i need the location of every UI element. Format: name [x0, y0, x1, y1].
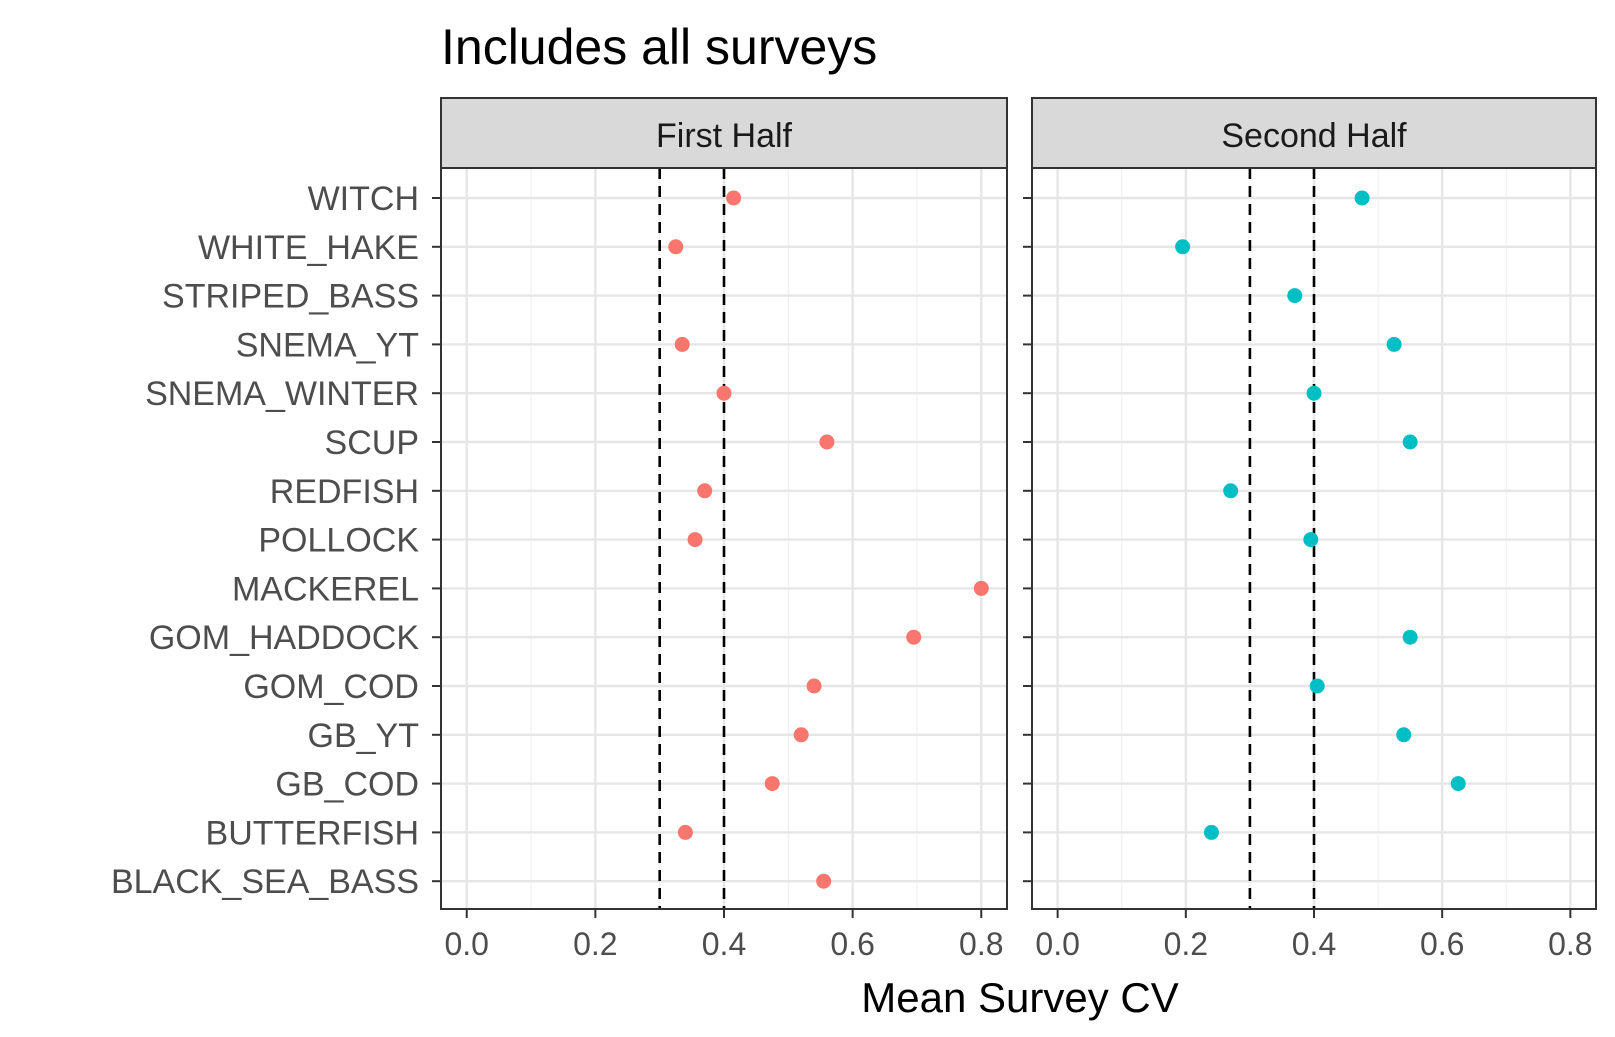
panel-second-half: Second Half 0.0 0.2 0.4 0.6 0.8 [1023, 97, 1597, 962]
point-gom-haddock [1402, 629, 1418, 645]
x-tick-label: 0.0 [444, 926, 488, 962]
facet-panels: First Half 0.0 0.2 0.4 0.6 0.8 Second Half 0.0 0… [432, 97, 1597, 962]
panel-first-half: First Half 0.0 0.2 0.4 0.6 0.8 [432, 97, 1008, 962]
point-redfish [1223, 483, 1239, 499]
y-tick-label: SNEMA_WINTER [145, 375, 419, 413]
point-mackerel [973, 580, 989, 596]
x-axis-title: Mean Survey CV [861, 974, 1178, 1021]
x-tick-label: 0.6 [830, 926, 874, 962]
y-tick-label: BUTTERFISH [206, 814, 419, 852]
y-tick-label: REDFISH [270, 473, 419, 511]
x-tick-label: 0.6 [1420, 926, 1464, 962]
point-redfish [697, 483, 713, 499]
x-tick-label: 0.0 [1035, 926, 1079, 962]
facet-strip [440, 97, 1008, 169]
point-gb-cod [764, 776, 780, 792]
facet-strip-label: First Half [656, 117, 793, 155]
point-butterfish [677, 824, 693, 840]
y-tick-label: WHITE_HAKE [198, 229, 419, 267]
chart-title: Includes all surveys [441, 19, 877, 75]
point-scup [1402, 434, 1418, 450]
point-witch [726, 190, 742, 206]
y-tick-label: GB_COD [275, 766, 419, 804]
point-pollock [1303, 532, 1319, 548]
y-tick-label: GB_YT [308, 717, 419, 755]
y-tick-label: STRIPED_BASS [162, 278, 419, 316]
x-tick-label: 0.8 [959, 926, 1003, 962]
x-tick-label: 0.2 [1164, 926, 1208, 962]
y-tick-label: SNEMA_YT [236, 326, 419, 364]
y-tick-label: MACKEREL [232, 570, 419, 608]
y-tick-label: BLACK_SEA_BASS [111, 863, 419, 901]
y-tick-label: SCUP [325, 424, 419, 462]
facet-strip-label: Second Half [1221, 117, 1407, 155]
point-snema-yt [674, 336, 690, 352]
point-gom-cod [1309, 678, 1325, 694]
y-tick-label: GOM_HADDOCK [149, 619, 419, 657]
point-gom-cod [806, 678, 822, 694]
point-white-hake [1175, 239, 1191, 255]
x-tick-label: 0.4 [1292, 926, 1336, 962]
point-gb-yt [793, 727, 809, 743]
point-black-sea-bass [816, 873, 832, 889]
point-snema-winter [716, 385, 732, 401]
point-witch [1354, 190, 1370, 206]
point-snema-winter [1306, 385, 1322, 401]
point-striped-bass [1287, 288, 1303, 304]
x-tick-label: 0.2 [573, 926, 617, 962]
x-tick-label: 0.8 [1548, 926, 1592, 962]
x-tick-label: 0.4 [702, 926, 746, 962]
point-pollock [687, 532, 703, 548]
point-snema-yt [1386, 336, 1402, 352]
point-butterfish [1203, 824, 1219, 840]
point-gb-cod [1450, 776, 1466, 792]
facet-strip [1031, 97, 1597, 169]
y-axis: WITCH WHITE_HAKE STRIPED_BASS SNEMA_YT SNEMA… [111, 180, 419, 901]
point-gb-yt [1396, 727, 1412, 743]
point-white-hake [668, 239, 684, 255]
point-scup [819, 434, 835, 450]
y-tick-label: WITCH [308, 180, 419, 218]
y-tick-label: GOM_COD [243, 668, 419, 706]
point-gom-haddock [906, 629, 922, 645]
y-tick-label: POLLOCK [258, 522, 419, 560]
